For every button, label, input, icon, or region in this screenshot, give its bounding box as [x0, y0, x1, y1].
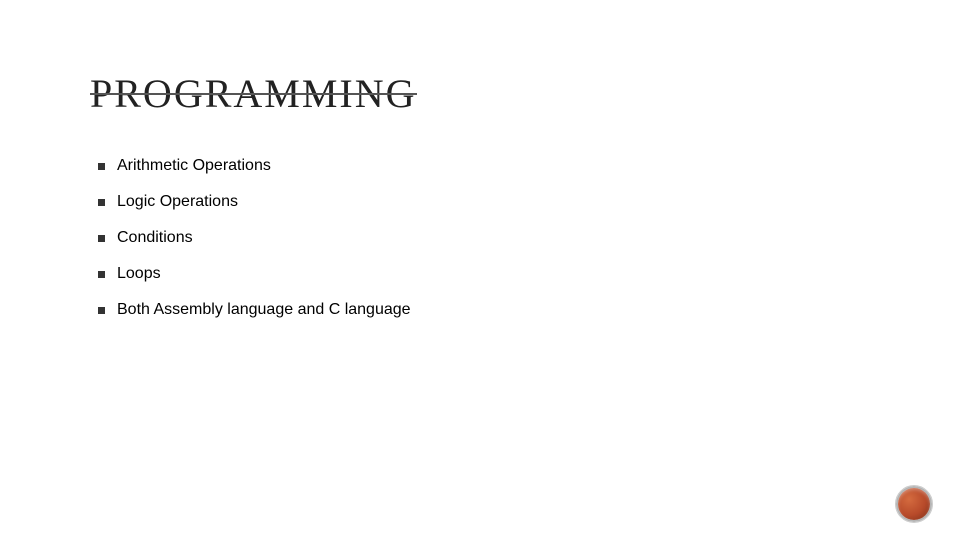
bullet-marker-icon [98, 307, 105, 314]
bullet-text: Logic Operations [117, 193, 238, 211]
title-strikethrough [90, 93, 417, 95]
list-item: Loops [98, 265, 870, 283]
bullet-marker-icon [98, 199, 105, 206]
decorative-circle-icon [898, 488, 930, 520]
slide-container: PROGRAMMING Arithmetic Operations Logic … [0, 0, 960, 540]
bullet-marker-icon [98, 235, 105, 242]
bullet-marker-icon [98, 163, 105, 170]
bullet-text: Both Assembly language and C language [117, 301, 411, 319]
list-item: Both Assembly language and C language [98, 301, 870, 319]
bullet-text: Arithmetic Operations [117, 157, 271, 175]
bullet-marker-icon [98, 271, 105, 278]
list-item: Arithmetic Operations [98, 157, 870, 175]
bullet-text: Loops [117, 265, 161, 283]
list-item: Conditions [98, 229, 870, 247]
bullet-list: Arithmetic Operations Logic Operations C… [90, 157, 870, 319]
list-item: Logic Operations [98, 193, 870, 211]
bullet-text: Conditions [117, 229, 193, 247]
slide-title: PROGRAMMING [90, 70, 417, 117]
